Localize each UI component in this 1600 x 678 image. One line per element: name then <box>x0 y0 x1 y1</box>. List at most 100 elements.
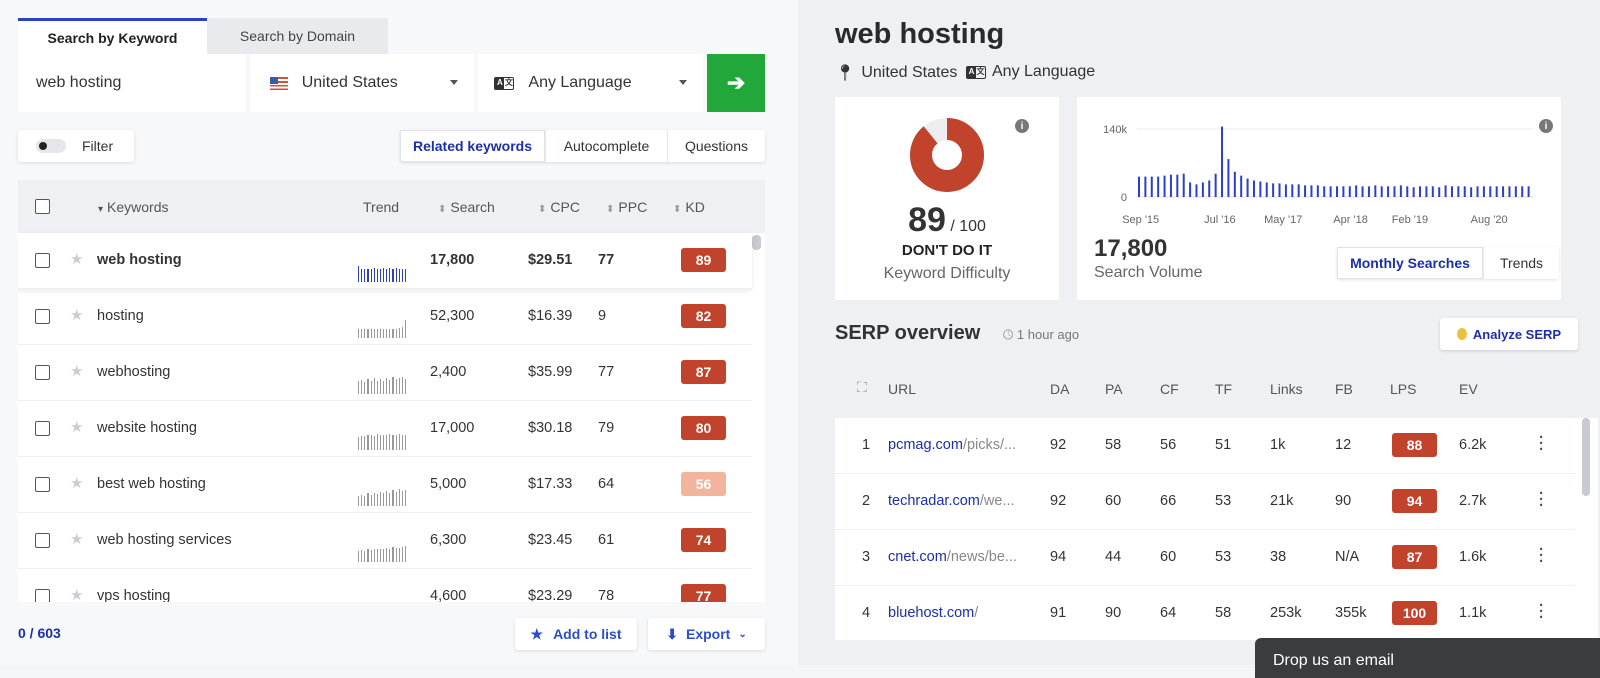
country-select[interactable]: United States <box>249 54 475 112</box>
keyword-cell[interactable]: web hosting services <box>97 532 232 548</box>
trend-bar <box>367 434 369 450</box>
star-icon[interactable]: ★ <box>70 419 84 436</box>
lps-badge: 87 <box>1392 545 1437 569</box>
row-checkbox[interactable] <box>35 477 50 492</box>
star-icon[interactable]: ★ <box>70 475 84 492</box>
table-row[interactable]: ★ web hosting 17,800 $29.51 77 89 <box>18 233 752 289</box>
table-row[interactable]: ★ hosting 52,300 $16.39 9 82 <box>18 289 752 345</box>
url-link[interactable]: bluehost.com/ <box>888 605 979 621</box>
scrollbar[interactable] <box>1582 418 1590 496</box>
serp-overview-title: SERP overview <box>835 322 981 344</box>
kd-badge: 74 <box>681 528 726 552</box>
more-options-icon[interactable]: · · · <box>1539 597 1544 626</box>
search-submit-button[interactable]: ➔ <box>707 54 765 112</box>
table-row[interactable]: ★ website hosting 17,000 $30.18 79 80 <box>18 401 752 457</box>
volume-bar <box>1316 185 1319 197</box>
keyword-cell[interactable]: vps hosting <box>97 588 171 602</box>
col-keywords[interactable]: ▾ Keywords <box>98 199 169 215</box>
keyword-input[interactable] <box>18 54 246 112</box>
star-icon[interactable]: ★ <box>70 251 84 268</box>
trend-bar <box>392 546 394 562</box>
url-link[interactable]: cnet.com/news/be... <box>888 549 1017 565</box>
url-link[interactable]: pcmag.com/picks/... <box>888 437 1017 453</box>
keyword-cell[interactable]: hosting <box>97 308 144 324</box>
ppc-cell: 79 <box>598 420 615 436</box>
trend-bar <box>401 434 403 450</box>
analyze-serp-button[interactable]: Analyze SERP <box>1440 318 1578 350</box>
row-checkbox[interactable] <box>35 533 50 548</box>
tab-autocomplete[interactable]: Autocomplete <box>545 130 667 162</box>
keyword-cell[interactable]: website hosting <box>97 420 197 436</box>
expand-icon[interactable]: ⛶ <box>857 379 867 395</box>
filter-toggle[interactable]: Filter <box>18 130 134 162</box>
ppc-cell: 61 <box>598 532 615 548</box>
keyword-cell[interactable]: webhosting <box>97 364 171 380</box>
trend-bar <box>401 490 403 506</box>
tab-questions[interactable]: Questions <box>667 130 765 162</box>
col-ev: EV <box>1459 381 1478 397</box>
row-checkbox[interactable] <box>35 309 50 324</box>
more-options-icon[interactable]: · · · <box>1539 485 1544 514</box>
tab-search-by-keyword[interactable]: Search by Keyword <box>18 18 207 54</box>
tab-search-by-domain[interactable]: Search by Domain <box>207 18 388 54</box>
col-ppc[interactable]: ⬍ PPC <box>606 199 648 215</box>
tab-related-keywords[interactable]: Related keywords <box>400 130 545 162</box>
add-to-list-button[interactable]: ★ Add to list <box>515 618 637 650</box>
volume-bar <box>1399 185 1402 197</box>
row-checkbox[interactable] <box>35 365 50 380</box>
language-label: Any Language <box>528 74 632 91</box>
row-checkbox[interactable] <box>35 589 50 602</box>
table-row[interactable]: ★ web hosting services 6,300 $23.45 61 74 <box>18 513 752 569</box>
col-kd[interactable]: ⬍ KD <box>673 199 705 215</box>
scrollbar[interactable] <box>752 235 761 250</box>
star-icon[interactable]: ★ <box>70 531 84 548</box>
volume-bar <box>1450 186 1453 197</box>
volume-bar <box>1502 186 1505 197</box>
tab-trends[interactable]: Trends <box>1483 247 1559 279</box>
row-checkbox[interactable] <box>35 253 50 268</box>
trend-bar <box>386 329 388 338</box>
ppc-cell: 78 <box>598 588 615 602</box>
info-icon[interactable]: i <box>1539 119 1553 133</box>
table-row[interactable]: ★ best web hosting 5,000 $17.33 64 56 <box>18 457 752 513</box>
table-row[interactable]: ★ webhosting 2,400 $35.99 77 87 <box>18 345 752 401</box>
volume-bar <box>1297 184 1300 197</box>
star-icon[interactable]: ★ <box>70 587 84 602</box>
us-flag-icon <box>269 76 288 90</box>
volume-bar <box>1444 185 1447 197</box>
more-options-icon[interactable]: · · · <box>1539 541 1544 570</box>
keyword-cell[interactable]: web hosting <box>97 252 182 268</box>
trend-bar <box>398 328 400 338</box>
star-icon[interactable]: ★ <box>70 363 84 380</box>
select-all-checkbox[interactable] <box>35 199 50 214</box>
keyword-cell[interactable]: best web hosting <box>97 476 206 492</box>
export-button[interactable]: ⬇ Export ⌄ <box>648 618 765 650</box>
row-checkbox[interactable] <box>35 421 50 436</box>
volume-bar <box>1438 187 1441 197</box>
email-toast[interactable]: Drop us an email <box>1255 638 1600 678</box>
volume-bar <box>1380 186 1383 197</box>
x-tick-label: Sep '15 <box>1122 214 1159 226</box>
star-icon[interactable]: ★ <box>70 307 84 324</box>
trend-bar <box>373 329 375 338</box>
lps-badge: 100 <box>1392 601 1437 625</box>
trend-bar <box>376 494 378 506</box>
toggle-switch[interactable] <box>36 139 66 153</box>
table-row[interactable]: ★ vps hosting 4,600 $23.29 78 77 <box>18 569 752 602</box>
chevron-down-icon: ⌄ <box>738 628 747 640</box>
info-icon[interactable]: i <box>1015 119 1029 133</box>
volume-bar <box>1163 175 1166 197</box>
tab-monthly-searches[interactable]: Monthly Searches <box>1337 247 1483 279</box>
cf-cell: 60 <box>1160 549 1177 565</box>
url-link[interactable]: techradar.com/we... <box>888 493 1015 509</box>
volume-bar <box>1259 181 1262 197</box>
keyword-difficulty-card: i 89 / 100 DON'T DO IT Keyword Difficult… <box>835 97 1059 300</box>
volume-bar <box>1310 185 1313 197</box>
col-cpc[interactable]: ⬍ CPC <box>538 199 580 215</box>
more-options-icon[interactable]: · · · <box>1539 429 1544 458</box>
links-cell: 253k <box>1270 605 1302 621</box>
trend-bar <box>364 269 366 282</box>
search-cell: 17,000 <box>430 420 475 436</box>
col-search[interactable]: ⬍ Search <box>438 199 495 215</box>
